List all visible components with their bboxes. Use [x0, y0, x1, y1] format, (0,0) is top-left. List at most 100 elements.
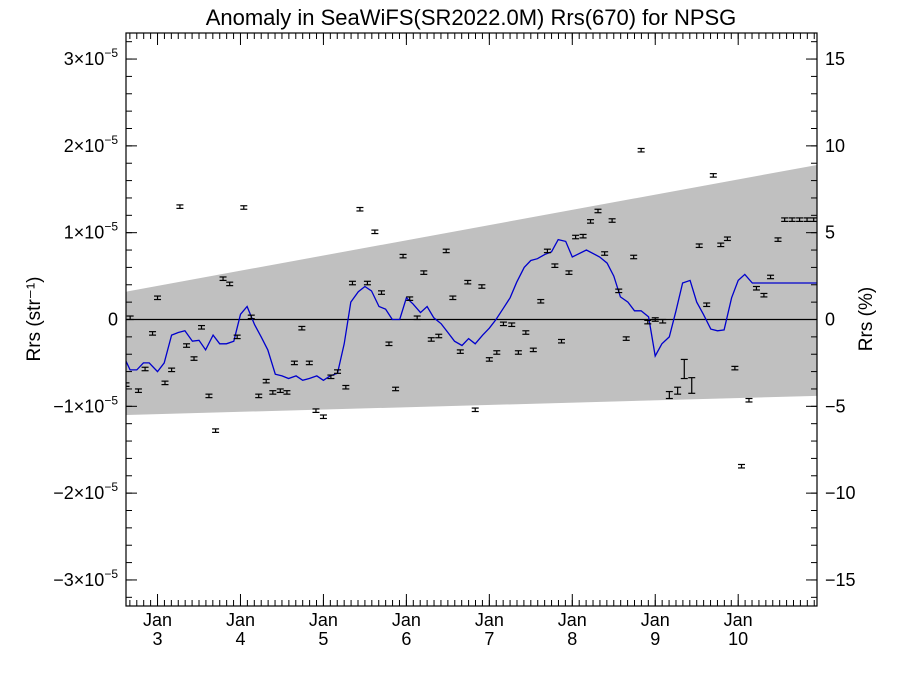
data-point	[348, 280, 356, 286]
y-tick-label-left: 2×10−5	[64, 133, 119, 156]
data-point	[141, 366, 149, 372]
data-point	[442, 248, 450, 254]
y-tick-label-left: −1×10−5	[53, 393, 118, 416]
x-tick-label-year: 8	[567, 629, 577, 649]
data-point	[594, 208, 602, 214]
data-point	[342, 384, 350, 390]
data-point	[420, 270, 428, 275]
x-tick-label-month: Jan	[392, 610, 421, 630]
data-point	[435, 333, 443, 339]
data-point	[392, 386, 400, 392]
data-point	[399, 253, 407, 259]
data-point	[212, 428, 220, 433]
data-point	[493, 350, 501, 355]
data-point	[508, 322, 516, 328]
data-point	[312, 408, 320, 413]
x-tick-label-year: 10	[728, 629, 748, 649]
data-point	[630, 254, 638, 260]
y-tick-label-right: −10	[825, 483, 856, 503]
data-point	[205, 393, 213, 399]
data-point	[601, 251, 609, 256]
data-point	[269, 390, 277, 395]
data-point	[154, 295, 162, 301]
data-point	[796, 217, 804, 222]
data-point	[760, 292, 768, 298]
x-tick-label-month: Jan	[641, 610, 670, 630]
data-point	[651, 317, 659, 322]
chart-title: Anomaly in SeaWiFS(SR2022.0M) Rrs(670) f…	[206, 5, 737, 30]
data-point	[327, 374, 335, 380]
x-tick-label-month: Jan	[558, 610, 587, 630]
y-tick-label-left: −2×10−5	[53, 480, 118, 503]
data-point	[176, 204, 184, 209]
data-point	[219, 276, 227, 282]
x-tick-label-year: 3	[153, 629, 163, 649]
data-point	[781, 217, 789, 222]
y-tick-label-right: −5	[825, 396, 846, 416]
data-point	[262, 378, 270, 384]
data-point	[247, 314, 255, 320]
data-point	[413, 315, 421, 321]
x-tick-label-month: Jan	[143, 610, 172, 630]
data-point	[427, 337, 435, 342]
data-point	[680, 358, 688, 380]
chart-marks	[126, 147, 817, 469]
data-point	[385, 341, 393, 347]
data-point	[738, 463, 746, 469]
data-point	[565, 270, 573, 275]
data-point	[529, 347, 537, 353]
x-tick-label-year: 9	[650, 629, 660, 649]
data-point	[168, 367, 176, 373]
data-point	[190, 356, 198, 361]
data-point	[522, 330, 530, 335]
data-point	[334, 369, 342, 374]
y-tick-label-right: 5	[825, 223, 835, 243]
data-point	[731, 365, 739, 371]
data-point	[276, 388, 284, 394]
data-point	[134, 388, 142, 394]
data-point	[665, 390, 673, 400]
data-point	[717, 242, 725, 248]
data-point	[255, 393, 263, 399]
data-point	[803, 217, 811, 222]
data-point	[363, 280, 371, 286]
data-point	[615, 288, 623, 294]
data-point	[688, 377, 696, 394]
x-tick-label-year: 5	[318, 629, 328, 649]
data-point	[485, 357, 493, 362]
data-point	[356, 206, 364, 212]
x-tick-label-year: 4	[235, 629, 245, 649]
data-point	[551, 263, 559, 269]
data-point	[305, 360, 313, 366]
data-point	[377, 290, 385, 295]
data-point	[514, 350, 522, 355]
data-point	[406, 296, 414, 301]
data-point	[499, 321, 507, 327]
x-tick-label-month: Jan	[475, 610, 504, 630]
data-point	[695, 243, 703, 249]
plot-area	[125, 32, 818, 607]
data-point	[449, 295, 457, 301]
data-point	[226, 281, 234, 287]
data-point	[371, 229, 379, 235]
data-point	[240, 205, 248, 210]
y-tick-label-right: 0	[825, 310, 835, 330]
data-point	[183, 343, 191, 348]
data-point	[637, 147, 645, 153]
axes: 3×10−5 2×10−5 1×10−5 0 −1×10−5 −2×10−5 −3×10−5…	[53, 33, 856, 649]
data-point	[608, 218, 616, 223]
data-point	[622, 336, 630, 341]
data-point	[149, 331, 157, 336]
y-tick-label-right: 15	[825, 49, 845, 69]
data-point	[161, 380, 169, 386]
data-point	[543, 248, 551, 254]
data-point	[659, 318, 667, 324]
data-point	[579, 233, 587, 239]
y-tick-label-left: 1×10−5	[64, 220, 119, 243]
data-point	[572, 234, 580, 240]
data-point	[788, 217, 796, 222]
data-point	[745, 397, 753, 403]
data-point	[233, 334, 241, 340]
y-tick-label-right: −15	[825, 570, 856, 590]
